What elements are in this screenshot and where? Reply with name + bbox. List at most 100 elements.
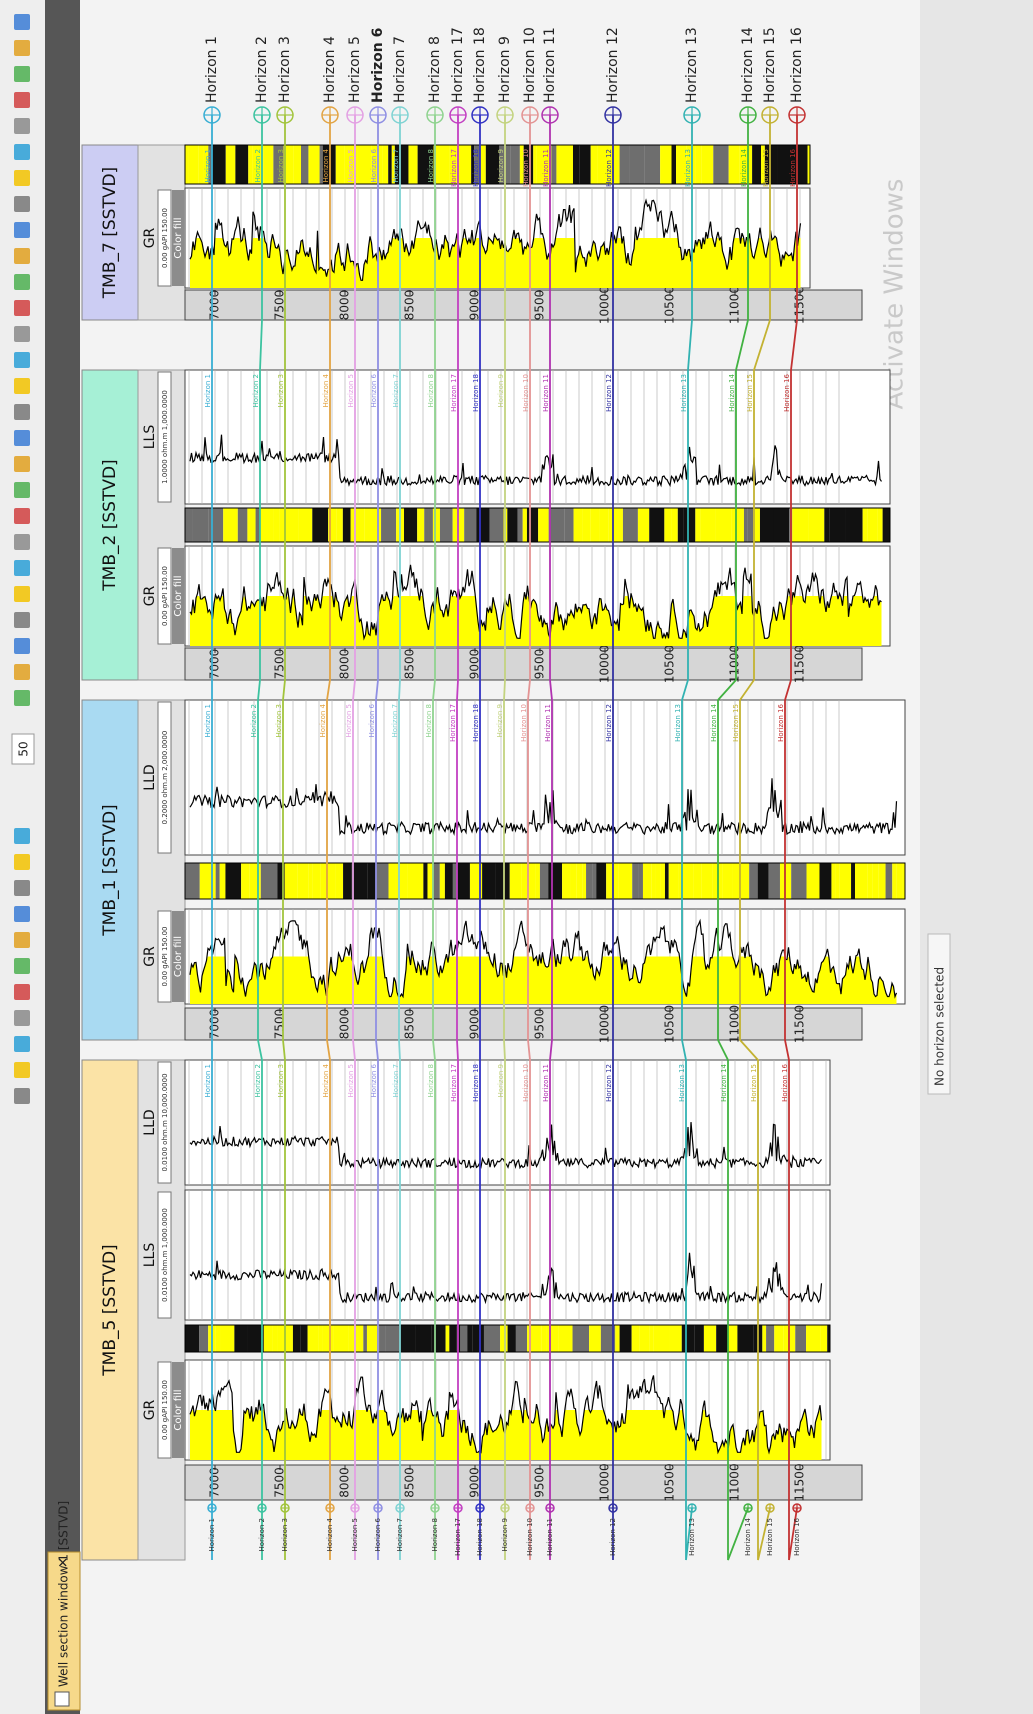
depth-label: 9000 [468, 649, 482, 680]
lith-block [417, 508, 425, 542]
lith-block [548, 863, 563, 899]
lith-block [223, 508, 238, 542]
lith-block [779, 863, 786, 899]
toolbar-icon [14, 248, 30, 264]
tab-strip [45, 0, 80, 1714]
lith-block [285, 508, 299, 542]
lith-block [391, 145, 395, 184]
depth-label: 10000 [598, 645, 612, 683]
lith-block [469, 863, 483, 899]
toolbar-icon [14, 352, 30, 368]
lith-block [728, 1325, 738, 1352]
lith-block [651, 863, 656, 899]
lith-block [582, 508, 591, 542]
lith-block [701, 863, 713, 899]
depth-label: 7500 [273, 290, 287, 321]
lith-block [572, 1325, 590, 1352]
lith-block [638, 863, 643, 899]
lith-block [590, 508, 600, 542]
lith-block [476, 508, 490, 542]
lith-block [785, 863, 792, 899]
lith-block [220, 1325, 235, 1352]
zoom-box[interactable] [11, 733, 35, 765]
lith-block [394, 145, 409, 184]
horizon-track-label: Horizon 8 [427, 149, 435, 182]
horizon-track-label: Horizon 17 [449, 704, 457, 742]
lith-block [460, 1325, 468, 1352]
lith-block [806, 1325, 821, 1352]
lith-block [404, 508, 418, 542]
tab-close[interactable]: ✕ [57, 1557, 72, 1568]
well-name: TMB_7 [SSTVD] [100, 167, 120, 299]
depth-label: 10000 [598, 1005, 612, 1043]
horizon-line [326, 115, 331, 1560]
horizon-track-label: Horizon 13 [674, 704, 682, 742]
status-field[interactable] [927, 933, 951, 1095]
toolbar-icon [14, 906, 30, 922]
depth-label: 10500 [663, 1463, 677, 1501]
lith-block [619, 145, 630, 184]
lith-block [445, 1325, 450, 1352]
fill-box [172, 548, 184, 644]
lith-block [752, 145, 762, 184]
gr-curve [189, 918, 898, 999]
toolbar-icon [14, 958, 30, 974]
lith-block [644, 145, 661, 184]
lith-block [700, 508, 716, 542]
lith-block [375, 863, 389, 899]
lith-block [845, 508, 863, 542]
horizon-track-label: Horizon 6 [370, 148, 378, 182]
lith-block [671, 145, 677, 184]
toolbar-icon [14, 482, 30, 498]
horizon-track-label: Horizon 7 [392, 149, 400, 182]
track-scale: 0.0100 ohm.m 1,000.0000 [161, 1208, 169, 1302]
depth-label: 7000 [208, 1467, 222, 1498]
lith-block [831, 863, 836, 899]
lith-block [892, 863, 897, 899]
lith-block [548, 508, 565, 542]
depth-label: 11500 [793, 645, 807, 683]
horizon-line [784, 115, 798, 1561]
toolbar-icon [14, 300, 30, 316]
lith-block [495, 863, 510, 899]
fill-label: Color fill [173, 1389, 184, 1430]
horizon-line [717, 115, 749, 1561]
well-name: TMB_2 [SSTVD] [100, 459, 120, 591]
toolbar-icon [14, 40, 30, 56]
lith-block [382, 145, 389, 184]
lith-block [235, 145, 249, 184]
horizon-line [456, 115, 459, 1560]
lith-block [597, 145, 610, 184]
lith-block [515, 1325, 528, 1352]
lith-block [695, 145, 702, 184]
horizon-label-right: Horizon 1 [204, 36, 220, 103]
lith-block [877, 508, 883, 542]
horizon-track-label: Horizon 18 [472, 374, 480, 412]
horizon-track-label: Horizon 14 [720, 1063, 728, 1101]
horizon-track-label: Horizon 16 [783, 373, 791, 411]
lith-block [318, 1325, 323, 1352]
toolbar-icon [14, 144, 30, 160]
lith-block [439, 508, 453, 542]
lith-block [510, 145, 520, 184]
lith-block [668, 863, 679, 899]
lith-block [300, 1325, 308, 1352]
lith-block [307, 1325, 319, 1352]
horizon-track-label: Horizon 7 [391, 704, 399, 737]
toolbar-icon [14, 14, 30, 30]
lith-frame [184, 862, 906, 900]
horizon-label-right: Horizon 9 [497, 36, 513, 103]
horizon-track-label: Horizon 5 [347, 374, 355, 407]
tab[interactable] [47, 1551, 81, 1711]
lith-block [431, 1325, 446, 1352]
horizon-track-label: Horizon 4 [319, 703, 327, 737]
horizon-track-label: Horizon 13 [680, 374, 688, 412]
lith-block [248, 145, 253, 184]
horizon-track-label: Horizon 11 [542, 374, 550, 412]
lith-block [576, 863, 583, 899]
lith-block [791, 145, 808, 184]
depth-label: 7000 [208, 649, 222, 680]
lith-frame [184, 507, 891, 543]
toolbar-icon [14, 984, 30, 1000]
